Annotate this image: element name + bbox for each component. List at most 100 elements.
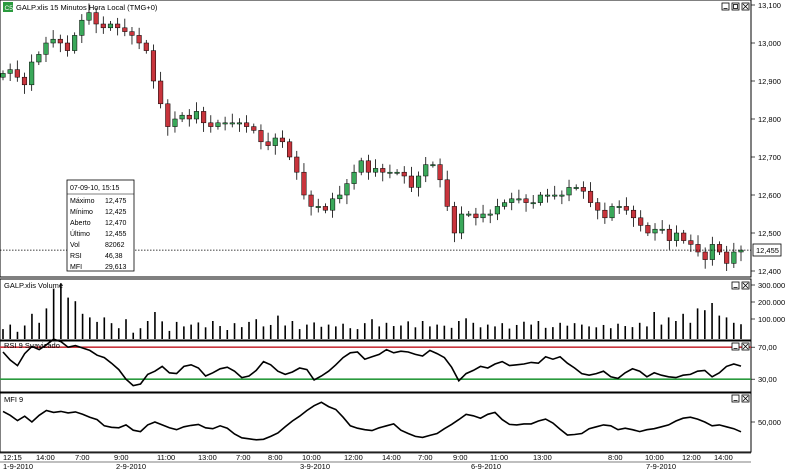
info-label-aberto: Aberto bbox=[70, 220, 91, 227]
candle-up bbox=[86, 12, 92, 21]
candle-down bbox=[451, 206, 457, 234]
candle-down bbox=[64, 42, 71, 51]
volume-bar bbox=[356, 329, 359, 339]
volume-bar bbox=[581, 324, 583, 339]
candle-up bbox=[544, 194, 551, 197]
candle-down bbox=[408, 175, 414, 188]
candle-up bbox=[731, 251, 737, 264]
minimize-icon[interactable] bbox=[731, 342, 740, 351]
candle-up bbox=[516, 198, 522, 201]
instrument-icon bbox=[3, 2, 13, 12]
volume-bar bbox=[552, 327, 554, 339]
candle-down bbox=[251, 126, 257, 131]
mfi-panel-frame bbox=[0, 392, 752, 453]
info-label-mfi: MFI bbox=[70, 264, 82, 271]
volume-bar bbox=[146, 321, 149, 339]
candle-up bbox=[537, 194, 543, 203]
candle-up bbox=[272, 137, 278, 146]
volume-bar bbox=[696, 308, 699, 339]
volume-bar bbox=[31, 313, 33, 339]
candle-up bbox=[509, 198, 515, 203]
candle-up bbox=[193, 111, 200, 120]
volume-panel-frame bbox=[0, 278, 752, 341]
candle-down bbox=[301, 171, 307, 196]
last-price-label: 12,455 bbox=[752, 243, 782, 257]
candle-down bbox=[595, 202, 601, 211]
candle-up bbox=[566, 187, 572, 196]
volume-bar bbox=[168, 330, 171, 339]
close-icon[interactable] bbox=[741, 2, 750, 11]
volume-bar bbox=[660, 324, 663, 339]
volume-bar bbox=[588, 326, 590, 339]
time-label: 14:00 bbox=[36, 453, 55, 462]
candle-down bbox=[702, 251, 708, 260]
volume-bar bbox=[566, 325, 569, 339]
price-axis-label: 12,700 bbox=[758, 153, 781, 162]
volume-bar bbox=[327, 324, 330, 339]
volume-bar bbox=[349, 328, 352, 339]
candle-up bbox=[423, 164, 429, 177]
volume-bar bbox=[306, 324, 308, 339]
volume-bar bbox=[465, 318, 467, 339]
candle-down bbox=[244, 122, 250, 127]
info-value-maximo: 12,475 bbox=[105, 198, 127, 205]
time-label: 11:00 bbox=[490, 453, 508, 462]
candle-up bbox=[394, 171, 400, 174]
volume-bar bbox=[74, 301, 77, 339]
price-panel: 13,100 13,000 12,900 12,800 12,700 12,60… bbox=[0, 0, 782, 278]
minimize-icon[interactable] bbox=[731, 394, 740, 403]
volume-bar bbox=[544, 327, 547, 339]
volume-bar bbox=[226, 330, 229, 339]
candle-up bbox=[387, 171, 393, 174]
time-label: 9:00 bbox=[453, 453, 468, 462]
volume-bar bbox=[16, 331, 19, 339]
candle-up bbox=[315, 206, 321, 208]
candle-down bbox=[724, 251, 730, 264]
volume-bar bbox=[212, 321, 214, 339]
candle-down bbox=[688, 240, 694, 245]
volume-bar bbox=[110, 323, 113, 339]
candle-up bbox=[344, 183, 350, 196]
candle-down bbox=[365, 160, 371, 173]
volume-bar bbox=[183, 326, 185, 339]
candle-down bbox=[473, 213, 479, 219]
close-icon[interactable] bbox=[741, 394, 750, 403]
volume-bar bbox=[494, 326, 496, 339]
time-label: 12:15 bbox=[3, 453, 22, 462]
volume-bars bbox=[2, 283, 742, 339]
volume-bar bbox=[689, 322, 692, 339]
volume-axis-label: 100.000 bbox=[758, 315, 785, 324]
volume-bar bbox=[378, 326, 381, 339]
volume-bar bbox=[190, 324, 192, 339]
volume-bar bbox=[646, 326, 648, 339]
minimize-icon[interactable] bbox=[721, 2, 730, 11]
candle-down bbox=[100, 23, 106, 29]
rsi-panel-window-controls bbox=[731, 342, 750, 351]
candle-down bbox=[136, 35, 142, 44]
time-label: 7:00 bbox=[418, 453, 433, 462]
volume-bar bbox=[262, 326, 265, 339]
volume-bar bbox=[523, 321, 525, 339]
volume-bar bbox=[154, 312, 156, 339]
candle-down bbox=[129, 31, 135, 36]
volume-bar bbox=[2, 329, 4, 339]
candle-up bbox=[179, 114, 185, 120]
volume-bar bbox=[291, 321, 294, 339]
maximize-icon[interactable] bbox=[731, 2, 740, 11]
price-axis-label: 12,900 bbox=[758, 77, 781, 86]
volume-bar bbox=[45, 308, 48, 339]
rsi-panel: RSI 9 Suavizado 70,00 30,00 bbox=[0, 338, 777, 393]
volume-bar bbox=[255, 319, 258, 339]
price-axis-label: 12,400 bbox=[758, 267, 781, 276]
close-icon[interactable] bbox=[741, 342, 750, 351]
minimize-icon[interactable] bbox=[731, 281, 740, 290]
time-label: 11:00 bbox=[157, 453, 175, 462]
close-icon[interactable] bbox=[741, 281, 750, 290]
volume-bar bbox=[175, 321, 178, 339]
price-candles bbox=[0, 3, 744, 271]
candle-up bbox=[530, 202, 536, 205]
volume-bar bbox=[508, 328, 511, 339]
mfi-line bbox=[2, 401, 742, 441]
date-label: 2-9-2010 bbox=[116, 462, 146, 471]
volume-panel-window-controls bbox=[731, 281, 750, 290]
